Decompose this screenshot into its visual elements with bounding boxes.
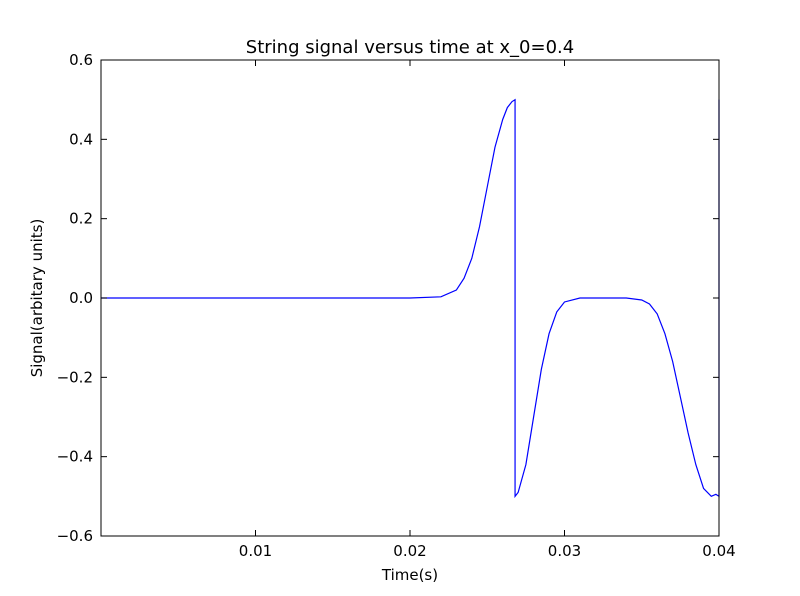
y-axis-label: Signal(arbitary units) [28,219,46,378]
y-tick-label: 0.2 [69,210,93,228]
series-layer [101,98,720,499]
x-ticks: 0.01 0.02 0.03 0.04 [239,60,736,560]
x-tick-label: 0.01 [239,542,272,560]
x-tick-label: 0.04 [702,542,735,560]
y-tick-label: −0.4 [57,448,93,466]
y-tick-label: 0.4 [69,130,93,148]
y-tick-label: −0.2 [57,368,93,386]
y-tick-label: 0.6 [69,51,93,69]
y-tick-label: 0.0 [69,289,93,307]
series-line-0 [101,98,720,499]
x-tick-label: 0.02 [393,542,426,560]
x-tick-label: 0.03 [548,542,581,560]
chart-title: String signal versus time at x_0=0.4 [246,37,574,58]
y-tick-label: −0.6 [57,527,93,545]
y-ticks: 0.6 0.4 0.2 0.0 −0.2 −0.4 −0.6 [57,51,719,545]
x-axis-label: Time(s) [381,566,438,584]
